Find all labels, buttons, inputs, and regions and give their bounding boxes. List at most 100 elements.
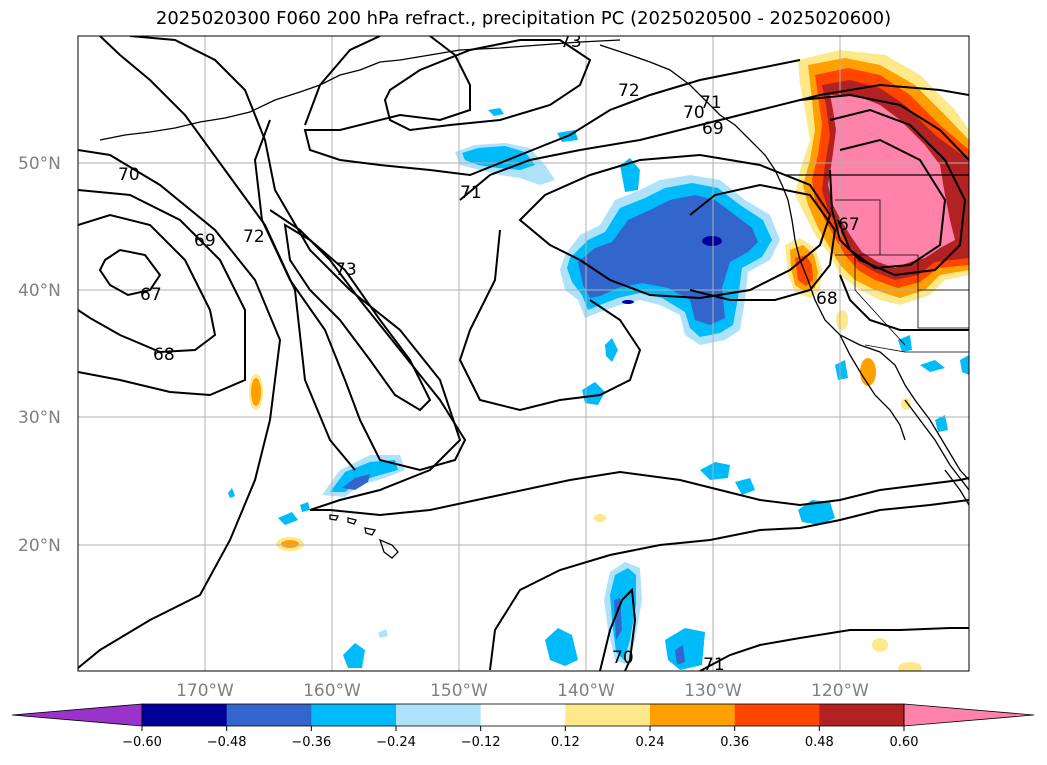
contour-68-east bbox=[799, 93, 969, 161]
colorbar-tick-label: −0.24 bbox=[376, 735, 416, 750]
colorbar-tick-label: −0.48 bbox=[207, 735, 247, 750]
contour-71-bottom bbox=[699, 627, 969, 671]
contour-71-big bbox=[129, 36, 462, 511]
lon-label-170w: 170°W bbox=[176, 681, 234, 701]
lat-label-50n: 50°N bbox=[18, 154, 61, 174]
map-title: 2025020300 F060 200 hPa refract., precip… bbox=[155, 8, 892, 29]
negative-region-se-10 bbox=[898, 335, 912, 352]
contour-label-70-top: 70 bbox=[683, 103, 705, 123]
contour-label-73-west: 73 bbox=[335, 260, 357, 280]
negative-region-south-2 bbox=[665, 628, 705, 670]
lon-label-140w: 140°W bbox=[557, 681, 615, 701]
negative-region-small-a bbox=[488, 108, 504, 116]
positive-region-small-1 bbox=[594, 514, 606, 522]
lat-label-40n: 40°N bbox=[18, 281, 61, 301]
colorbar-segment bbox=[565, 704, 651, 726]
colorbar-segment bbox=[734, 704, 820, 726]
contour-67-east bbox=[829, 108, 967, 277]
contour-72-north bbox=[304, 36, 381, 126]
colorbar-tick-label: −0.60 bbox=[122, 735, 162, 750]
colorbar-segment bbox=[226, 704, 312, 726]
border-state-1 bbox=[835, 199, 881, 255]
negative-core-darkblue-small bbox=[622, 300, 634, 304]
lon-label-160w: 160°W bbox=[303, 681, 361, 701]
negative-region-hawaii-small bbox=[278, 512, 298, 525]
island-kauai bbox=[329, 514, 339, 521]
colorbar-frame bbox=[141, 703, 905, 727]
contour-70-west bbox=[78, 149, 282, 669]
colorbar-segment bbox=[650, 704, 736, 726]
contour-72-main bbox=[303, 36, 801, 177]
contour-label-68-east: 68 bbox=[816, 289, 838, 309]
contour-70-se bbox=[839, 274, 969, 331]
border-us-mexico bbox=[864, 344, 969, 353]
positive-region-hawaii-inner bbox=[281, 540, 299, 548]
colorbar-segment bbox=[396, 704, 482, 726]
positive-region-small-4 bbox=[860, 358, 876, 386]
colorbar-tick-label: 0.60 bbox=[890, 735, 919, 750]
contour-label-71-center: 71 bbox=[460, 183, 482, 203]
contour-68-ne bbox=[837, 138, 947, 270]
island-big bbox=[378, 538, 399, 559]
contour-68-west bbox=[78, 213, 217, 354]
contour-71-main bbox=[459, 83, 969, 201]
negative-region-se-6 bbox=[920, 360, 945, 372]
contour-label-70-west: 70 bbox=[118, 165, 140, 185]
lon-label-150w: 150°W bbox=[430, 681, 488, 701]
coast-mexico bbox=[904, 399, 969, 491]
positive-region-small-6 bbox=[901, 398, 911, 410]
contour-label-72-top: 72 bbox=[618, 81, 640, 101]
contour-73-west bbox=[283, 223, 432, 412]
coast-aleutians bbox=[99, 61, 381, 141]
hawaiian-islands bbox=[329, 514, 399, 559]
colorbar-tick-label: 0.24 bbox=[636, 735, 665, 750]
colorbar-extend-max bbox=[903, 703, 1035, 727]
contour-label-69-top: 69 bbox=[702, 119, 724, 139]
contour-67-west bbox=[98, 248, 162, 297]
coast-baja bbox=[839, 334, 906, 441]
island-oahu bbox=[347, 517, 357, 525]
lon-label-130w: 130°W bbox=[684, 681, 742, 701]
colorbar-tick-label: −0.36 bbox=[291, 735, 331, 750]
positive-region-small-5 bbox=[836, 310, 848, 330]
positive-region-small-3 bbox=[898, 662, 922, 671]
colorbar-labels: −0.60 −0.48 −0.36 −0.24 −0.12 0.12 0.24 0.36 0.4… bbox=[122, 726, 918, 750]
colorbar-tick-label: 0.36 bbox=[720, 735, 749, 750]
negative-region-hawaii-core bbox=[342, 474, 370, 490]
longitude-labels: 170°W 160°W 150°W 140°W 130°W 120°W bbox=[176, 681, 869, 701]
negative-region-hawaii-small2 bbox=[300, 502, 310, 512]
positive-region-west-inner bbox=[251, 378, 261, 406]
contour-70-sw bbox=[310, 470, 969, 517]
negative-region-south-1-core bbox=[614, 598, 622, 640]
contours bbox=[78, 36, 969, 671]
negative-core-darkblue bbox=[702, 236, 722, 246]
negative-region-small-c bbox=[620, 158, 640, 192]
contour-70-south bbox=[458, 229, 642, 412]
contour-label-70-bottom: 70 bbox=[612, 648, 634, 668]
contour-label-69-west: 69 bbox=[194, 231, 216, 251]
contour-71-sw bbox=[489, 499, 969, 671]
lon-label-120w: 120°W bbox=[811, 681, 869, 701]
contour-labels: 73 72 70 69 70 69 72 73 71 71 67 68 67 6… bbox=[118, 32, 860, 675]
contour-label-71-top: 71 bbox=[700, 93, 722, 113]
contour-label-73-top: 73 bbox=[560, 32, 582, 52]
negative-region-se-2 bbox=[700, 462, 730, 480]
negative-region-se-7 bbox=[935, 415, 948, 432]
positive-region-small-2 bbox=[872, 638, 888, 652]
negative-region-south-3 bbox=[545, 628, 578, 666]
contour-label-72-west: 72 bbox=[243, 227, 265, 247]
negative-region-se-8 bbox=[960, 355, 969, 375]
colorbar-segment bbox=[311, 704, 397, 726]
contour-label-71-bottom: 71 bbox=[703, 655, 725, 675]
colorbar-tick-label: 0.48 bbox=[805, 735, 834, 750]
contour-70-center bbox=[518, 153, 832, 300]
contour-label-67-east: 67 bbox=[838, 215, 860, 235]
colorbar-segment bbox=[142, 704, 228, 726]
negative-region-se-1 bbox=[798, 500, 835, 525]
contour-73-north bbox=[383, 39, 592, 132]
negative-region-south-5 bbox=[378, 629, 388, 638]
lat-label-20n: 20°N bbox=[18, 536, 61, 556]
positive-region-pink bbox=[828, 95, 955, 268]
colorbar-tick-label: −0.12 bbox=[461, 735, 501, 750]
